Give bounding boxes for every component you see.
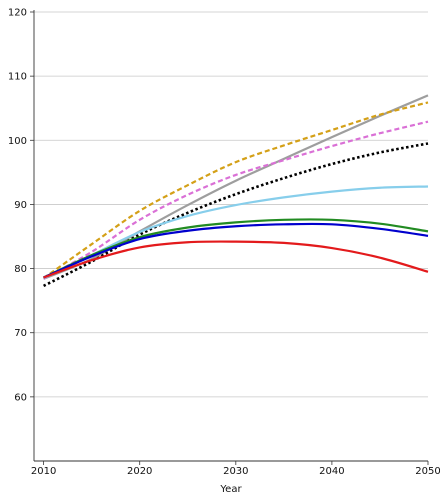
gridlines [34,11,428,398]
series-line-8 [43,240,429,279]
x-tick-label-2010: 2010 [31,466,56,477]
y-tick-label-70: 70 [14,328,27,339]
y-tick-label-110: 110 [8,72,27,83]
series-lines [42,94,429,288]
x-tick-label-2020: 2020 [127,466,152,477]
series-line-4 [43,142,429,288]
y-tick-label-120: 120 [8,8,27,19]
x-axis-label: Year [219,484,242,495]
y-tick-label-80: 80 [14,264,27,275]
series-line-6 [43,218,429,279]
x-tick-label-2050: 2050 [415,466,440,477]
series-line-7 [43,222,429,279]
series-line-5 [43,185,429,280]
axes [30,10,429,465]
x-tick-label-2040: 2040 [319,466,344,477]
y-tick-label-100: 100 [8,136,27,147]
y-tick-label-60: 60 [14,392,27,403]
x-tick-label-2030: 2030 [223,466,248,477]
y-tick-label-90: 90 [14,200,27,211]
series-line-3 [43,120,429,280]
series-line-2 [42,101,429,280]
tick-labels: 60 70 80 90 100 110 120 2010 2020 2030 2040 2050 [8,8,440,478]
